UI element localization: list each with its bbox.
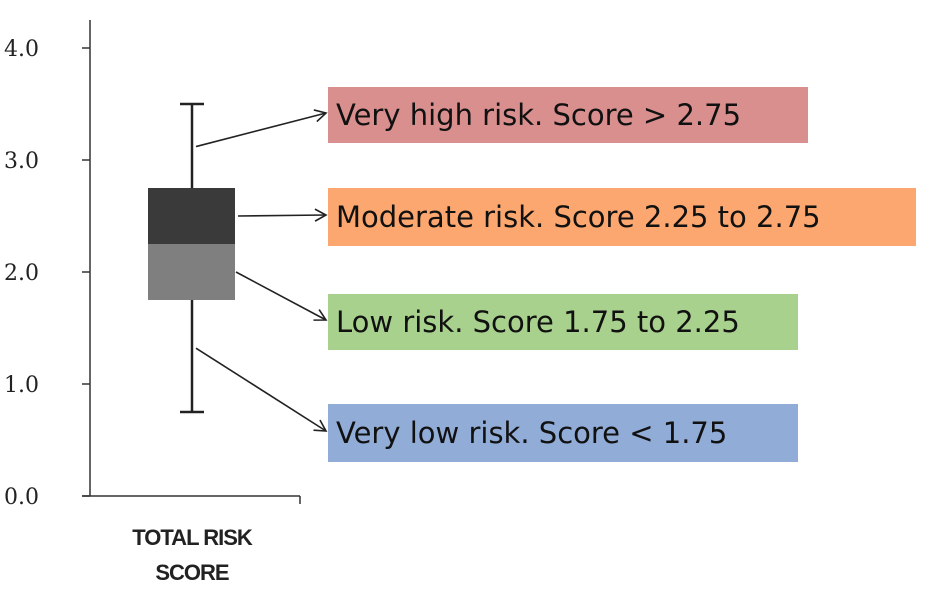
box-upper-quartile [148,188,235,244]
annotation-3: Low risk. Score 1.75 to 2.25 [235,271,798,350]
y-axis-ticks: 0.0 1.0 2.0 3.0 4.0 [4,37,90,510]
annotation-label: Low risk. Score 1.75 to 2.25 [336,305,740,339]
annotation-arrow [195,109,328,148]
y-tick-label: 0.0 [4,485,39,510]
y-tick-label: 3.0 [4,149,39,174]
box-lower-quartile [148,244,235,300]
annotation-box [328,87,808,143]
annotation-label: Very low risk. Score < 1.75 [336,416,727,450]
annotation-label: Moderate risk. Score 2.25 to 2.75 [336,200,821,234]
annotation-arrow [237,208,328,222]
annotation-box [328,404,798,462]
annotation-1: Very high risk. Score > 2.75 [195,87,808,148]
annotation-box [328,294,798,350]
annotation-arrow [235,271,328,321]
annotation-label: Very high risk. Score > 2.75 [336,98,741,132]
annotation-4: Very low risk. Score < 1.75 [195,347,798,462]
risk-annotations: Very high risk. Score > 2.75 Moderate ris… [195,87,916,462]
x-category-label-line2: SCORE [155,560,229,585]
annotation-arrow [195,347,328,432]
y-tick-label: 1.0 [4,373,39,398]
annotation-2: Moderate risk. Score 2.25 to 2.75 [237,188,916,246]
y-tick-label: 2.0 [4,261,39,286]
x-category-label-line1: TOTAL RISK [132,525,253,550]
annotation-box [328,188,916,246]
y-tick-label: 4.0 [4,37,39,62]
